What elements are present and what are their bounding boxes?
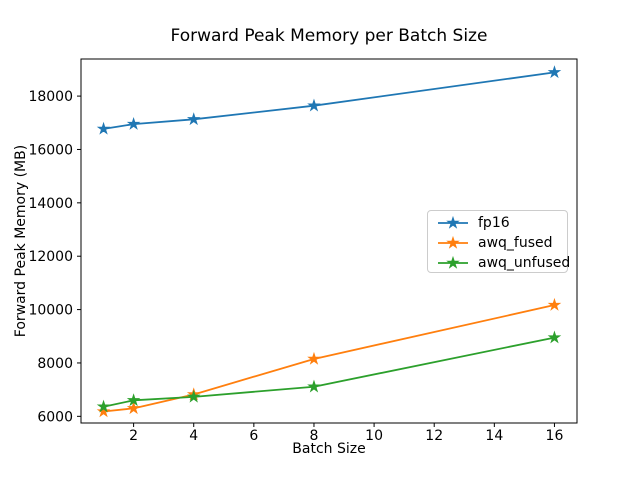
y-tick-label: 6000 <box>37 409 73 425</box>
marker-fp16 <box>126 116 141 130</box>
x-tick-label: 14 <box>485 428 503 444</box>
y-tick-label: 18000 <box>28 89 73 105</box>
legend-label-awq_unfused: awq_unfused <box>478 255 571 271</box>
marker-awq_fused <box>307 351 321 365</box>
marker-awq_fused <box>547 297 562 311</box>
marker-fp16 <box>547 65 562 79</box>
legend-label-awq_fused: awq_fused <box>478 235 553 251</box>
legend-item-awq_unfused: awq_unfused <box>437 253 571 273</box>
legend: fp16 awq_fused awq_unfused <box>427 210 571 273</box>
x-tick-label: 6 <box>249 428 258 444</box>
legend-item-fp16: fp16 <box>437 213 567 233</box>
y-tick-label: 10000 <box>28 303 73 319</box>
series-line-awq_unfused <box>103 336 555 408</box>
x-axis-label: Batch Size <box>292 441 366 457</box>
legend-marker-fp16 <box>438 216 468 229</box>
marker-awq_fused <box>126 401 141 415</box>
y-axis-label: Forward Peak Memory (MB) <box>13 144 29 338</box>
marker-fp16 <box>96 121 111 135</box>
x-tick-label: 10 <box>365 428 383 444</box>
marker-fp16 <box>307 98 321 112</box>
legend-item-awq_fused: awq_fused <box>437 233 567 253</box>
marker-awq_unfused <box>96 399 111 413</box>
x-tick-label: 2 <box>129 428 138 444</box>
y-tick-label: 16000 <box>28 142 73 158</box>
x-tick-label: 16 <box>546 428 564 444</box>
series-line-awq_fused <box>103 304 555 413</box>
marker-awq_unfused <box>126 393 141 407</box>
legend-marker-awq_unfused <box>438 256 468 269</box>
y-tick-label: 8000 <box>37 356 73 372</box>
legend-marker-awq_fused <box>438 236 468 249</box>
y-tick-label: 12000 <box>28 249 73 265</box>
x-tick-label: 8 <box>310 428 319 444</box>
legend-label-fp16: fp16 <box>478 215 510 231</box>
marker-fp16 <box>186 112 201 126</box>
chart-title: Forward Peak Memory per Batch Size <box>170 26 488 46</box>
plot-border <box>80 58 578 424</box>
marker-awq_unfused <box>547 330 562 344</box>
y-tick-label: 14000 <box>28 196 73 212</box>
marker-awq_unfused <box>307 379 321 393</box>
marker-awq_unfused <box>186 389 201 403</box>
x-tick-label: 4 <box>189 428 198 444</box>
marker-awq_fused <box>96 404 111 418</box>
series-line-fp16 <box>103 71 555 130</box>
x-tick-label: 12 <box>425 428 443 444</box>
